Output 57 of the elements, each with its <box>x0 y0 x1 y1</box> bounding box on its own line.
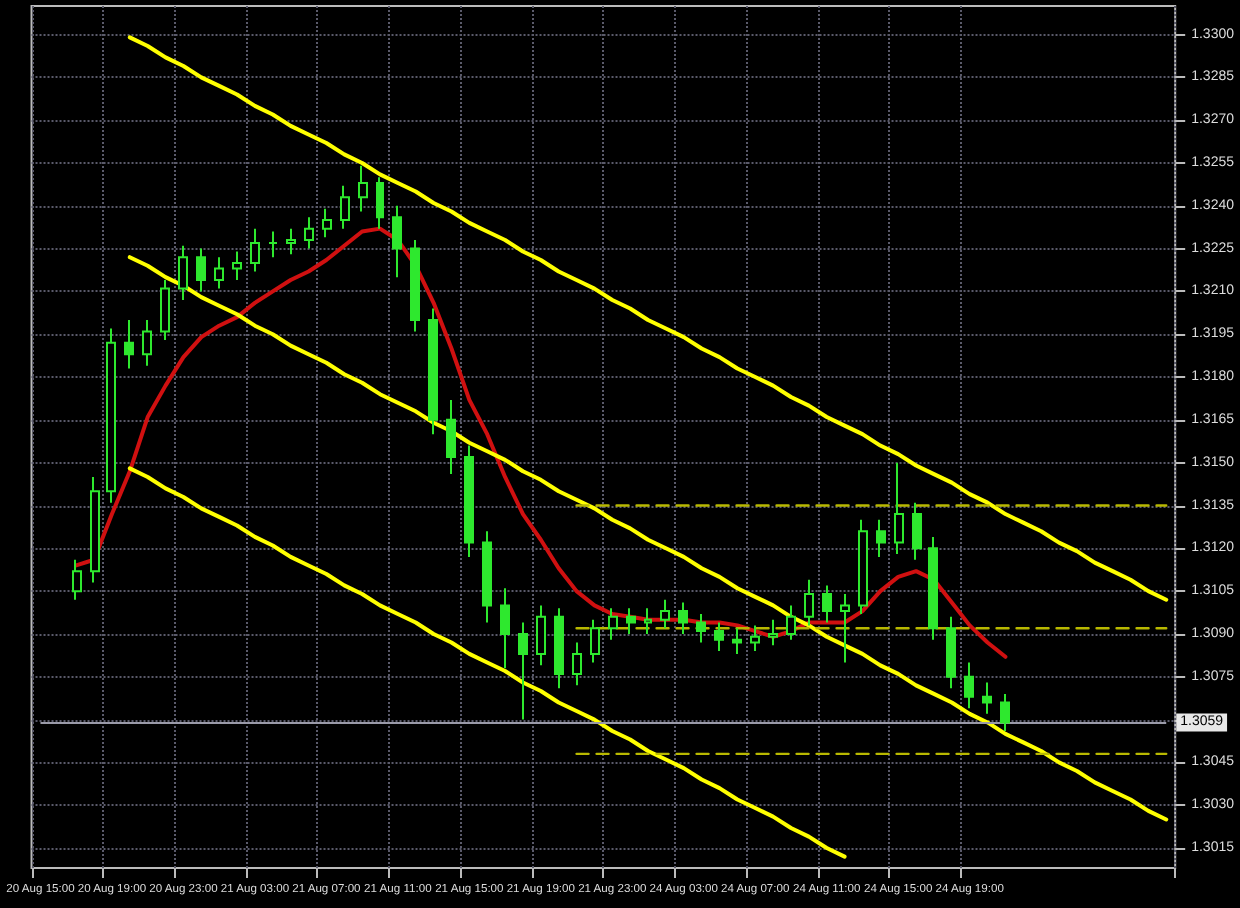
candlestick <box>106 327 116 504</box>
candlestick <box>876 518 886 558</box>
candlestick <box>840 592 850 664</box>
candlestick <box>928 535 938 641</box>
candlestick <box>626 607 636 635</box>
candlestick <box>644 607 652 635</box>
candlestick <box>858 518 868 615</box>
candlestick <box>464 444 474 558</box>
candlestick <box>608 607 618 641</box>
line-series <box>127 255 1169 822</box>
candlestick <box>428 307 438 436</box>
candlestick <box>392 204 402 279</box>
candlestick <box>142 318 152 367</box>
candlestick <box>822 584 832 624</box>
candlestick <box>696 612 706 644</box>
candlestick <box>590 618 600 664</box>
candlestick <box>750 624 760 653</box>
candlestick <box>982 681 992 715</box>
candlestick <box>660 598 670 630</box>
candlestick <box>446 398 456 476</box>
candlestick <box>124 318 134 370</box>
line-series <box>74 226 1008 659</box>
candlestick <box>178 244 188 301</box>
candlestick <box>72 558 82 601</box>
candlestick <box>232 250 242 282</box>
candlestick <box>518 621 528 721</box>
candlestick <box>912 501 922 561</box>
candlestick <box>678 601 688 635</box>
candlestick <box>322 207 332 239</box>
candlestick <box>410 239 420 333</box>
candlestick <box>768 618 778 647</box>
candlestick <box>1000 692 1010 732</box>
candlestick <box>358 164 368 213</box>
candlestick <box>554 607 564 690</box>
candlestick <box>304 216 314 250</box>
candlestick <box>536 604 546 667</box>
candlestick <box>286 227 296 256</box>
candlestick <box>804 578 814 627</box>
candlestick <box>376 176 384 230</box>
candlestick <box>196 247 206 293</box>
candlestick <box>946 615 956 690</box>
candlestick <box>786 604 796 641</box>
candlestick <box>572 641 582 687</box>
candlestick <box>714 621 724 653</box>
candlestick <box>500 587 510 670</box>
candlestick <box>732 627 742 655</box>
line-series <box>127 35 1169 602</box>
candlestick <box>160 279 170 341</box>
candlestick <box>214 256 224 290</box>
candlestick <box>964 661 974 710</box>
candlestick <box>268 230 278 259</box>
candlestick <box>482 530 492 624</box>
candlestick <box>90 475 100 584</box>
candlestick <box>250 227 260 273</box>
candlestick <box>340 184 350 230</box>
candlestick <box>894 461 904 556</box>
line-series <box>127 466 847 859</box>
